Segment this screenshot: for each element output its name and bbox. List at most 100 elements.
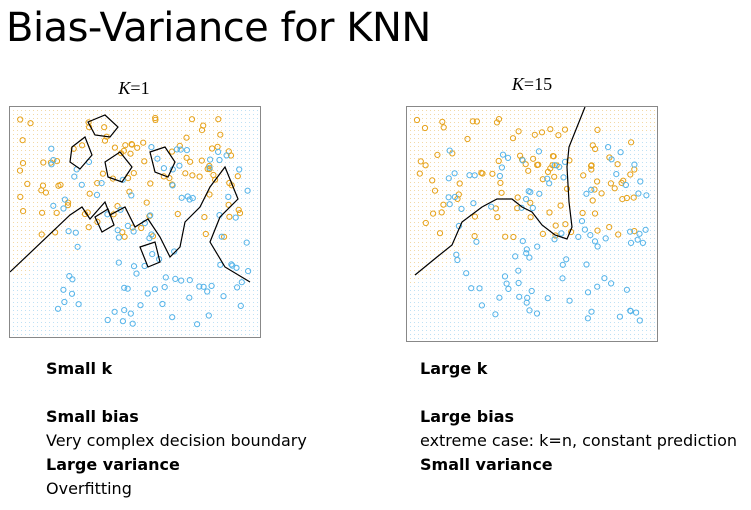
right-blue-point bbox=[471, 172, 478, 179]
right-blue-point bbox=[581, 226, 588, 233]
right-orange-point bbox=[552, 222, 559, 229]
left-blue-point bbox=[200, 283, 207, 290]
left-blue-point bbox=[133, 270, 140, 277]
right-orange-point bbox=[563, 185, 571, 192]
left-blue-point bbox=[60, 286, 67, 293]
right-orange-point bbox=[440, 124, 447, 131]
right-orange-point bbox=[498, 189, 505, 196]
left-decision-boundary bbox=[69, 136, 93, 170]
right-blue-point bbox=[623, 286, 630, 293]
right-blue-point bbox=[608, 156, 615, 163]
left-blue-point bbox=[206, 164, 213, 171]
left-orange-point bbox=[111, 144, 119, 151]
right-blue-point bbox=[613, 171, 620, 178]
right-orange-point bbox=[502, 233, 509, 240]
left-blue-point bbox=[130, 228, 137, 235]
left-orange-point bbox=[27, 120, 34, 127]
left-orange-point bbox=[147, 180, 154, 187]
left-blue-point bbox=[117, 206, 124, 213]
left-blue-point bbox=[61, 298, 68, 306]
left-orange-point bbox=[174, 210, 181, 218]
right-blue-point bbox=[501, 273, 509, 280]
right-blue-point bbox=[519, 157, 526, 164]
left-bias-label: Small bias bbox=[46, 407, 139, 426]
left-variance-label: Large variance bbox=[46, 455, 180, 474]
right-orange-point bbox=[527, 214, 534, 221]
right-orange-point bbox=[547, 165, 554, 172]
right-blue-point bbox=[478, 302, 486, 309]
right-orange-point bbox=[539, 176, 546, 183]
left-blue-point bbox=[160, 165, 167, 172]
right-blue-point bbox=[535, 148, 542, 155]
right-knn-plot bbox=[406, 106, 658, 342]
left-blue-point bbox=[207, 156, 214, 163]
right-orange-point bbox=[606, 224, 613, 231]
right-blue-point bbox=[515, 267, 522, 274]
right-blue-point bbox=[544, 295, 551, 302]
right-blue-point bbox=[445, 175, 452, 182]
left-orange-point bbox=[146, 213, 153, 220]
right-orange-point bbox=[434, 151, 441, 159]
right-blue-point bbox=[533, 310, 541, 317]
left-blue-point bbox=[218, 233, 225, 240]
right-blue-point bbox=[498, 164, 506, 171]
left-orange-point bbox=[101, 124, 108, 131]
left-decision-boundary bbox=[104, 151, 133, 183]
right-blue-point bbox=[525, 188, 532, 195]
right-blue-point bbox=[519, 238, 526, 245]
left-orange-point bbox=[19, 137, 26, 144]
right-notes: Large k Large bias extreme case: k=n, co… bbox=[420, 357, 737, 477]
left-blue-point bbox=[61, 196, 69, 203]
left-knn-canvas bbox=[10, 110, 258, 335]
left-blue-point bbox=[177, 146, 184, 153]
right-orange-point bbox=[429, 177, 436, 184]
left-orange-point bbox=[141, 158, 148, 165]
left-blue-point bbox=[60, 205, 67, 212]
right-blue-point bbox=[591, 238, 599, 245]
left-blue-point bbox=[194, 321, 201, 328]
right-orange-point bbox=[431, 187, 439, 194]
left-blue-point bbox=[171, 248, 178, 255]
left-orange-point bbox=[210, 171, 217, 179]
left-blue-point bbox=[151, 286, 158, 293]
right-orange-point bbox=[594, 126, 601, 133]
right-orange-point bbox=[456, 180, 463, 187]
left-blue-point bbox=[119, 176, 126, 183]
left-orange-point bbox=[17, 116, 24, 123]
right-blue-point bbox=[544, 175, 551, 182]
right-orange-point bbox=[495, 116, 503, 123]
left-orange-point bbox=[64, 202, 72, 209]
left-orange-point bbox=[187, 158, 194, 165]
right-blue-point bbox=[588, 186, 595, 193]
left-orange-point bbox=[235, 206, 242, 214]
right-blue-point bbox=[463, 270, 470, 277]
right-blue-point bbox=[473, 238, 480, 245]
right-orange-point bbox=[579, 209, 586, 217]
left-orange-point bbox=[140, 139, 147, 146]
right-knn-canvas bbox=[410, 107, 655, 339]
left-blue-point bbox=[216, 156, 223, 164]
right-orange-point bbox=[471, 233, 478, 240]
left-orange-point bbox=[39, 182, 47, 189]
right-blue-point bbox=[496, 172, 504, 180]
right-orange-point bbox=[592, 145, 599, 153]
left-orange-point bbox=[127, 150, 134, 157]
left-orange-point bbox=[130, 170, 137, 177]
right-orange-point bbox=[413, 116, 421, 124]
right-blue-point bbox=[631, 161, 638, 168]
left-orange-point bbox=[38, 231, 45, 238]
left-blue-point bbox=[114, 227, 121, 234]
left-blue-point bbox=[173, 146, 180, 153]
left-blue-point bbox=[232, 214, 239, 221]
left-blue-point bbox=[93, 191, 101, 199]
left-decision-boundary bbox=[10, 165, 251, 283]
left-orange-point bbox=[17, 193, 24, 201]
right-blue-point bbox=[584, 289, 592, 296]
right-blue-point bbox=[556, 163, 563, 171]
right-blue-point bbox=[636, 317, 643, 324]
right-blue-point bbox=[594, 243, 601, 250]
right-orange-point bbox=[422, 162, 429, 169]
left-k-value: =1 bbox=[130, 78, 150, 98]
right-blue-point bbox=[523, 250, 530, 257]
left-blue-point bbox=[98, 180, 105, 187]
